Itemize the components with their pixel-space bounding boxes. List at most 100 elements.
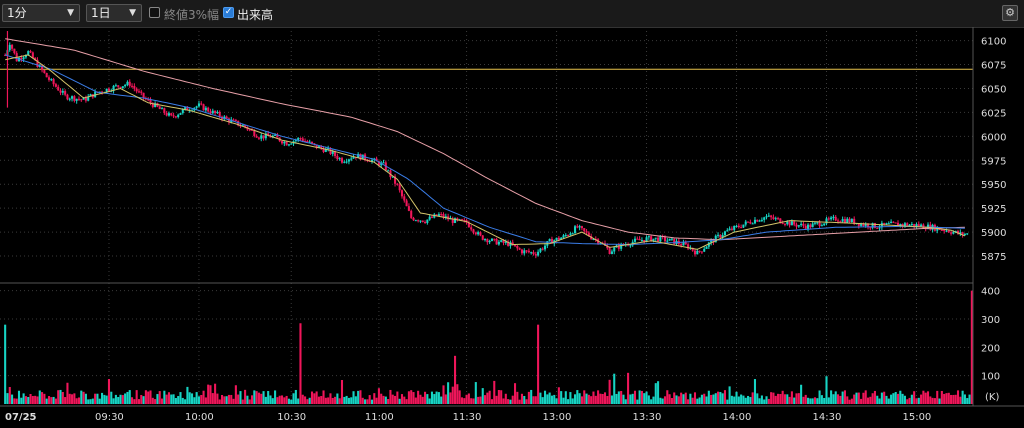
- candle-body: [101, 91, 104, 93]
- candle-body: [41, 65, 44, 71]
- volume-bar: [728, 386, 731, 404]
- candle-body: [13, 48, 16, 54]
- volume-bar: [470, 398, 473, 404]
- volume-bar: [31, 396, 34, 404]
- candle-body: [954, 230, 957, 233]
- volume-bar: [691, 397, 694, 404]
- volume-bar: [719, 391, 722, 404]
- candle-body: [400, 190, 404, 197]
- range-select[interactable]: 1日 ▼: [86, 4, 142, 22]
- candle-body: [52, 79, 55, 85]
- volume-bar: [869, 396, 872, 404]
- volume-bar: [294, 389, 297, 404]
- volume-bar: [915, 398, 918, 404]
- candle-body: [740, 227, 743, 229]
- candle-body: [66, 94, 69, 100]
- candle-body: [862, 223, 865, 226]
- candle-body: [11, 44, 14, 49]
- candle-body: [793, 221, 796, 225]
- volume-bar: [456, 384, 459, 404]
- candle-body: [340, 158, 344, 163]
- volume-bar: [82, 391, 85, 404]
- candle-body: [308, 141, 311, 143]
- volume-bar: [66, 382, 69, 404]
- volume-bar: [753, 379, 757, 404]
- volume-bar: [340, 380, 344, 404]
- candle-body: [864, 223, 867, 226]
- candle-body: [696, 250, 699, 255]
- candle-body: [24, 55, 27, 58]
- chart-grid: [0, 31, 973, 404]
- candle-body: [640, 240, 643, 242]
- candle-body: [527, 250, 530, 253]
- volume-bar: [687, 399, 690, 404]
- volume-bar: [645, 391, 648, 404]
- candle-body: [216, 111, 219, 114]
- candle-body: [186, 107, 189, 111]
- candle-body: [151, 103, 154, 107]
- candle-body: [629, 245, 632, 247]
- candle-body: [493, 238, 496, 240]
- candle-body: [89, 94, 92, 97]
- volume-bar: [920, 394, 923, 404]
- candle-body: [428, 216, 431, 220]
- candle-body: [267, 133, 270, 136]
- volume-bar: [264, 396, 267, 404]
- candle-body: [569, 233, 572, 236]
- volume-bar: [43, 393, 46, 404]
- candle-body: [786, 221, 789, 225]
- volume-bar: [666, 390, 669, 404]
- candle-body: [121, 86, 124, 88]
- volume-bar: [855, 392, 858, 404]
- volume-bar: [308, 397, 311, 404]
- candle-body: [255, 136, 258, 138]
- candle-body: [207, 107, 210, 112]
- candle-body: [523, 250, 526, 254]
- volume-bar: [532, 396, 535, 404]
- candle-body: [257, 137, 260, 139]
- volume-bar: [227, 394, 230, 404]
- gear-icon[interactable]: ⚙: [1002, 5, 1018, 21]
- candle-body: [811, 223, 814, 228]
- volume-bar: [380, 393, 383, 404]
- candle-body: [410, 210, 413, 218]
- candle-body: [673, 238, 676, 244]
- candle-body: [336, 155, 339, 159]
- candle-body: [613, 247, 616, 252]
- candle-body: [779, 218, 782, 224]
- candle-body: [407, 206, 410, 211]
- volume-bar: [110, 391, 113, 404]
- volume-bar: [477, 396, 480, 404]
- candle-body: [77, 98, 81, 100]
- candle-body: [481, 235, 484, 240]
- candle-body: [700, 251, 703, 253]
- volume-bar: [124, 393, 127, 404]
- candle-body: [857, 223, 860, 226]
- candle-body: [698, 250, 701, 252]
- candle-body: [57, 86, 60, 91]
- candle-body: [509, 242, 512, 246]
- candle-body: [650, 236, 653, 242]
- candle-body: [214, 110, 217, 114]
- candle-body: [592, 238, 595, 240]
- candle-body: [790, 221, 793, 226]
- candle-body: [636, 238, 639, 240]
- time-tick-label: 10:30: [277, 412, 306, 423]
- volume-bar: [507, 399, 510, 404]
- volume-bar: [34, 395, 37, 404]
- volume-checkbox[interactable]: ✓: [223, 7, 234, 18]
- volume-bar: [873, 390, 876, 404]
- candle-body: [513, 245, 517, 247]
- candle-body: [209, 111, 212, 114]
- volume-bar: [929, 396, 932, 404]
- candle-body: [61, 91, 64, 93]
- interval-select[interactable]: 1分 ▼: [2, 4, 80, 22]
- volume-bar: [80, 390, 83, 404]
- candle-body: [807, 224, 810, 229]
- volume-bar: [567, 399, 570, 404]
- volume-bar: [594, 395, 597, 404]
- pct-scale-checkbox[interactable]: [149, 7, 160, 18]
- candle-body: [578, 226, 581, 228]
- volume-bar: [147, 391, 150, 404]
- candle-body: [128, 81, 131, 86]
